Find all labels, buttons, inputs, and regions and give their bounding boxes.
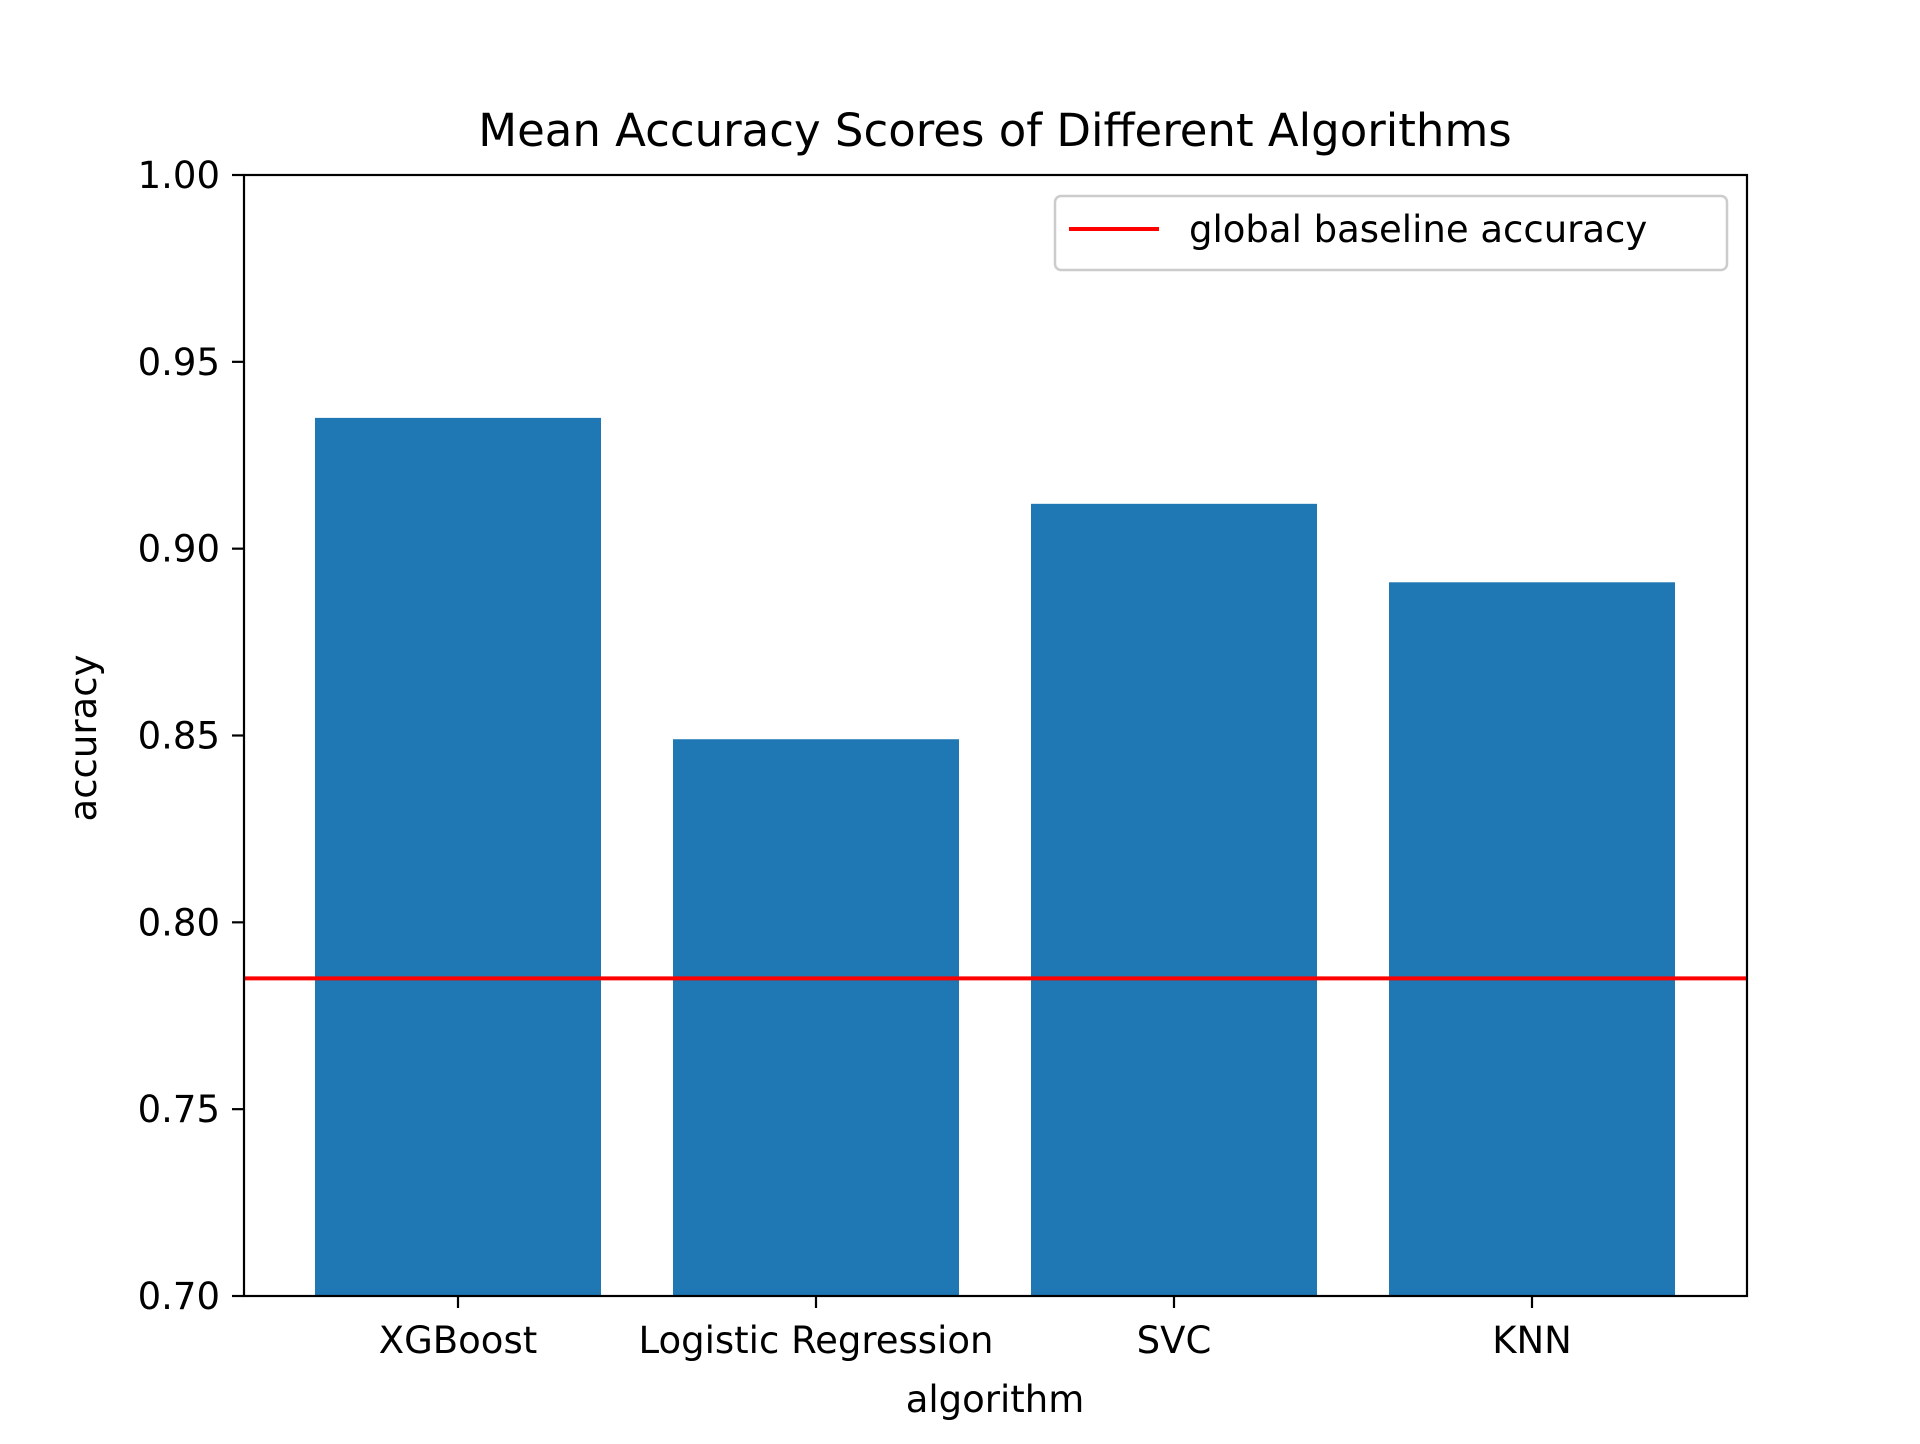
y-tick-label: 0.80	[138, 901, 220, 944]
x-tick-label: SVC	[1137, 1319, 1212, 1362]
y-tick-label: 0.90	[138, 528, 220, 571]
bar-0	[315, 417, 601, 1297]
y-tick-label: 0.70	[138, 1275, 220, 1318]
x-tick-label: KNN	[1492, 1319, 1572, 1362]
x-axis-label: algorithm	[906, 1378, 1085, 1421]
axes-layer: XGBoost Logistic Regression SVC KNN 0.70 0.75…	[138, 154, 1749, 1362]
bar-2	[1031, 503, 1317, 1296]
bars-layer	[315, 417, 1675, 1297]
legend-box	[1053, 194, 1729, 272]
y-tick-label: 0.75	[138, 1088, 220, 1131]
y-axis-label: accuracy	[62, 655, 105, 822]
legend: global baseline accuracy	[1053, 194, 1729, 272]
chart-title: Mean Accuracy Scores of Different Algori…	[478, 104, 1511, 157]
x-tick-label: Logistic Regression	[639, 1319, 994, 1362]
y-tick-label: 0.95	[138, 341, 220, 384]
bar-1	[673, 739, 959, 1296]
legend-label: global baseline accuracy	[1189, 208, 1647, 251]
x-tick-label: XGBoost	[379, 1319, 537, 1362]
y-tick-label: 1.00	[138, 154, 220, 197]
y-tick-label: 0.85	[138, 715, 220, 758]
bar-3	[1389, 582, 1675, 1296]
